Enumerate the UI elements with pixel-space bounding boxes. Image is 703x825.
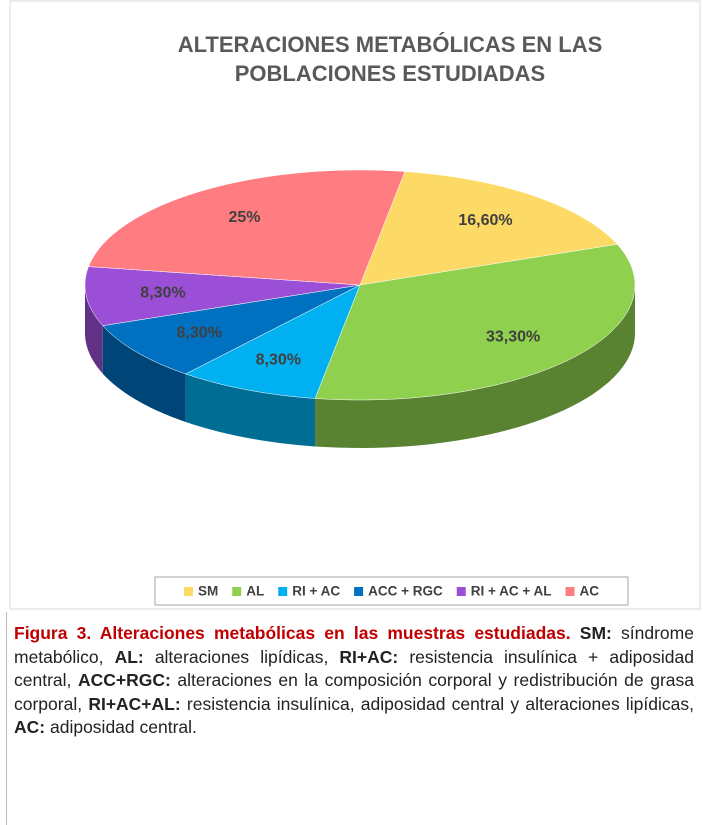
slice [185, 284, 361, 399]
slice-side [85, 285, 103, 374]
caption: Figura 3. Alteraciones metabólicas en la… [14, 622, 694, 740]
data-label: 8,30% [177, 325, 222, 342]
data-label: 8,30% [140, 285, 185, 302]
legend-swatch [232, 587, 242, 596]
caption-text: síndrome metabólico, [14, 623, 694, 667]
caption-text: RI+AC+AL: [88, 693, 181, 714]
legend-swatch [354, 587, 364, 596]
legend-label: AC [580, 584, 600, 599]
chart: 16,60% 33,30% 8,30% 8,30% 8,30% 25% SM AL RI + A… [9, 0, 701, 610]
slice [88, 169, 406, 286]
ft: Figura 3. Alteraciones metabólicas en la… [14, 623, 571, 643]
caption-text: SM: [579, 623, 612, 643]
legend-label: RI + AC + AL [471, 584, 552, 599]
caption-text: alteraciones en la composición corporal … [14, 670, 694, 714]
caption-text: AC: [14, 717, 46, 737]
slice [359, 171, 618, 286]
slice-side [185, 373, 316, 447]
caption-text: ACC+RGC: [77, 670, 171, 690]
data-label: 25% [228, 209, 260, 226]
chart-title: ALTERACIONES METABÓLICAS EN LAS POBLACIO… [177, 32, 603, 86]
data-label: 33,30% [486, 329, 540, 346]
legend-label: RI + AC [292, 584, 340, 599]
caption-text: resistencia insulínica, adiposidad centr… [186, 693, 694, 714]
slice-side [315, 285, 635, 448]
caption-text: RI+AC: [339, 646, 399, 667]
caption-text: resistencia insulínica + adiposidad cent… [14, 646, 694, 691]
slice [84, 266, 361, 326]
legend-label: SM [198, 584, 218, 599]
caption-text: AL: [114, 646, 144, 667]
data-label: 16,60% [458, 212, 512, 229]
caption-rule [6, 612, 7, 825]
legend-swatch [183, 587, 193, 596]
slice [102, 284, 361, 375]
slice-side [102, 325, 186, 422]
legend-swatch [456, 587, 466, 596]
legend-swatch [565, 587, 575, 596]
slice [314, 244, 636, 401]
legend-swatch [278, 587, 288, 596]
legend-label: ACC + RGC [368, 584, 443, 599]
caption-text: alteraciones lipídicas, [154, 646, 329, 667]
legend-label: AL [246, 584, 264, 599]
caption-text: adiposidad central. [49, 717, 197, 737]
data-label: 8,30% [256, 352, 301, 369]
